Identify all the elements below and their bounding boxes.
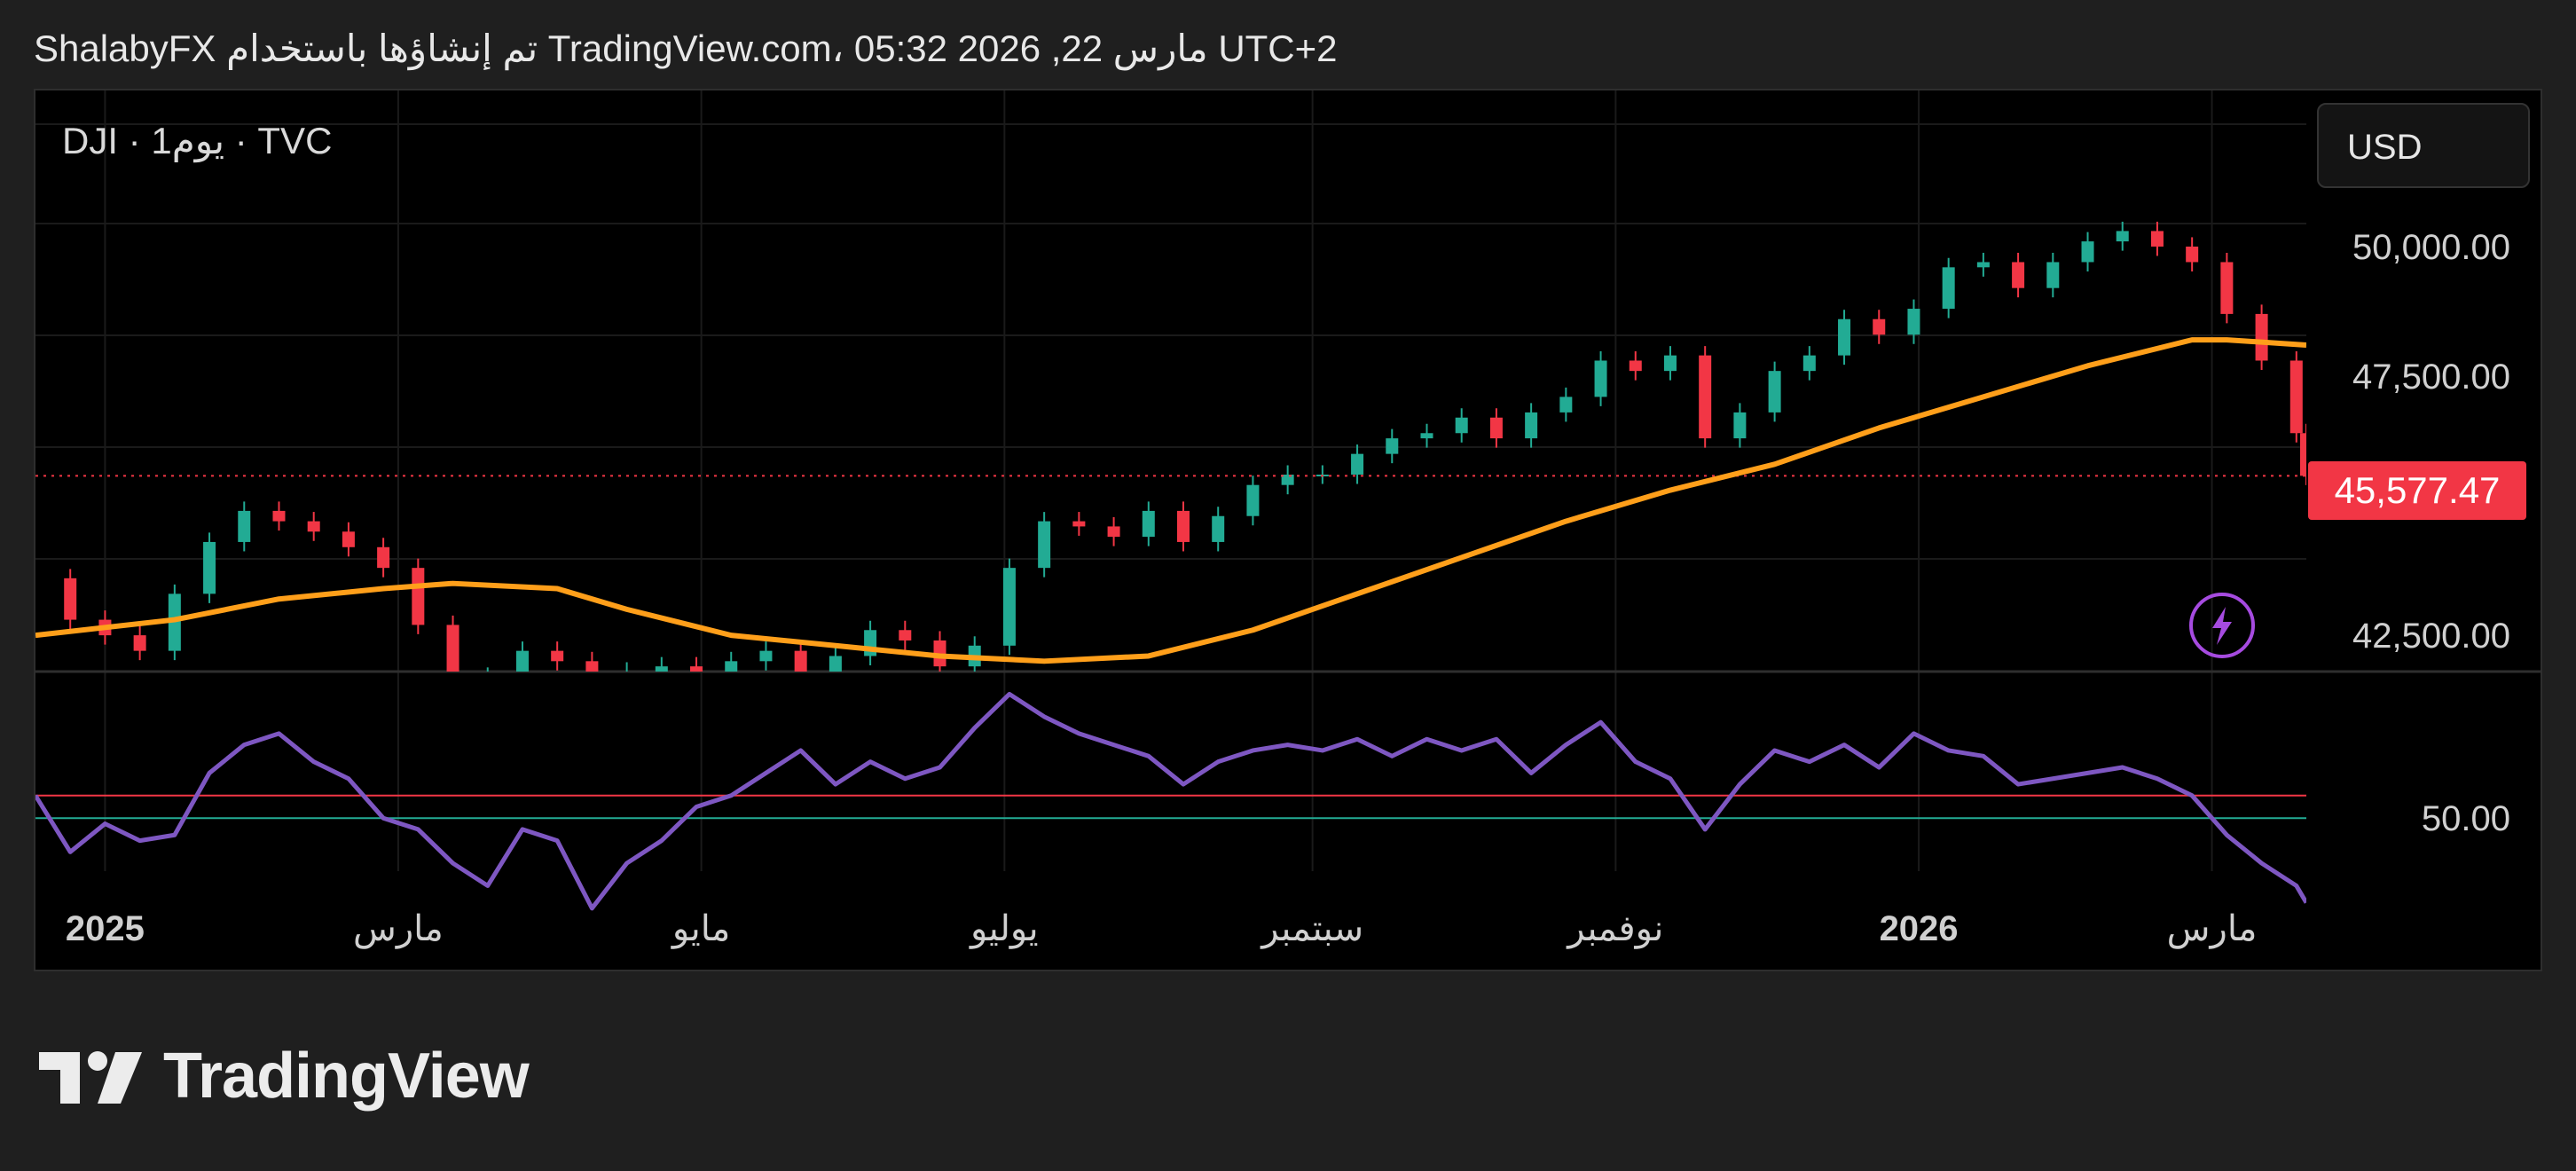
- logo-wordmark: TradingView: [163, 1041, 530, 1112]
- chart-panel[interactable]: 42,500.00 47,500.00 50,000.00 50.00 2025 مارس…: [34, 89, 2542, 971]
- candle-down: [446, 625, 459, 672]
- candle-down: [342, 531, 355, 547]
- candle-up: [1420, 433, 1433, 439]
- candle-down: [794, 650, 807, 672]
- candle-down: [307, 521, 320, 532]
- candle-up: [203, 541, 216, 594]
- candle-down: [2289, 360, 2303, 434]
- price-axis-label: 50,000.00: [2352, 228, 2510, 267]
- candle-down: [2012, 262, 2025, 288]
- candle-down: [2186, 246, 2199, 263]
- candle-down: [585, 661, 599, 672]
- candle-down: [1072, 521, 1086, 527]
- candle-up: [1838, 318, 1851, 356]
- candle-up: [1142, 510, 1155, 538]
- candle-up: [1663, 355, 1677, 372]
- candle-up: [1559, 397, 1573, 413]
- candle-up: [2046, 262, 2060, 288]
- candle-up: [1281, 475, 1294, 485]
- candle-down: [899, 630, 912, 641]
- candle-up: [1002, 568, 1016, 646]
- candle-up: [1976, 262, 1990, 268]
- candle-down: [377, 546, 390, 569]
- candle-up: [238, 510, 251, 542]
- symbol-label[interactable]: DJI · 1يوم · TVC: [62, 120, 333, 161]
- time-axis-label: مارس: [2167, 909, 2258, 949]
- candle-down: [551, 650, 564, 662]
- candle-up: [2116, 231, 2129, 242]
- price-axis-label: 42,500.00: [2352, 617, 2510, 656]
- candle-down: [272, 510, 286, 522]
- time-axis-label: 2026: [1880, 909, 1959, 948]
- chart-canvas[interactable]: 42,500.00 47,500.00 50,000.00 50.00 2025 مارس…: [35, 90, 2541, 970]
- time-axis-label: 2025: [66, 909, 145, 948]
- candle-down: [2255, 313, 2268, 361]
- candle-up: [1455, 417, 1468, 434]
- candle-up: [655, 666, 668, 672]
- candle-down: [2150, 231, 2164, 247]
- chart-caption: ShalabyFX تم إنشاؤها باستخدام TradingVie…: [34, 28, 1338, 69]
- candle-down: [412, 568, 425, 625]
- candle-up: [515, 650, 529, 672]
- candle-up: [1351, 453, 1364, 475]
- candle-down: [1177, 510, 1190, 542]
- tradingview-logo-icon: [39, 1051, 142, 1104]
- time-axis-label: مايو: [671, 909, 730, 949]
- price-axis-label: 47,500.00: [2352, 358, 2510, 397]
- candle-up: [1246, 484, 1260, 516]
- candle-up: [1038, 521, 1051, 569]
- moving-average-line: [35, 337, 2306, 664]
- candle-up: [759, 650, 773, 662]
- rsi-line: [35, 691, 2306, 911]
- candle-up: [1733, 412, 1747, 439]
- candle-down: [1629, 360, 1642, 372]
- time-axis-label: يوليو: [969, 909, 1039, 949]
- candle-up: [1768, 371, 1781, 413]
- candle-up: [1907, 309, 1920, 335]
- candle-down: [1699, 355, 1712, 439]
- last-price-badge: 45,577.47: [2308, 461, 2526, 520]
- candle-down: [1873, 318, 1886, 335]
- time-axis-label: نوفمبر: [1566, 909, 1663, 949]
- candle-up: [482, 677, 494, 682]
- candle-up: [1212, 515, 1225, 542]
- rsi-panel: [35, 691, 2306, 911]
- time-axis-label: مارس: [353, 909, 444, 949]
- candle-up: [2081, 241, 2094, 263]
- candle-down: [1489, 417, 1503, 439]
- candle-down: [690, 666, 703, 672]
- candle-up: [621, 672, 633, 692]
- price-panel: [35, 221, 2306, 692]
- candle-down: [2300, 433, 2306, 476]
- candle-down: [133, 635, 146, 651]
- candle-down: [64, 578, 77, 620]
- candle-up: [1802, 355, 1816, 372]
- candle-up: [1386, 438, 1399, 454]
- time-axis-label: سبتمبر: [1260, 909, 1363, 949]
- candle-down: [1107, 526, 1120, 538]
- candle-down: [2220, 262, 2234, 314]
- candle-up: [1942, 267, 1955, 310]
- tradingview-logo[interactable]: TradingView: [39, 1040, 530, 1112]
- candle-up: [829, 656, 842, 672]
- candle-up: [725, 661, 738, 672]
- lightning-bolt-glyph: [2212, 607, 2232, 645]
- candle-up: [1594, 360, 1607, 397]
- rsi-axis-label: 50.00: [2422, 799, 2510, 838]
- lightning-bolt-icon[interactable]: [2189, 593, 2255, 658]
- candle-up: [1525, 412, 1538, 439]
- currency-button[interactable]: USD: [2317, 103, 2530, 188]
